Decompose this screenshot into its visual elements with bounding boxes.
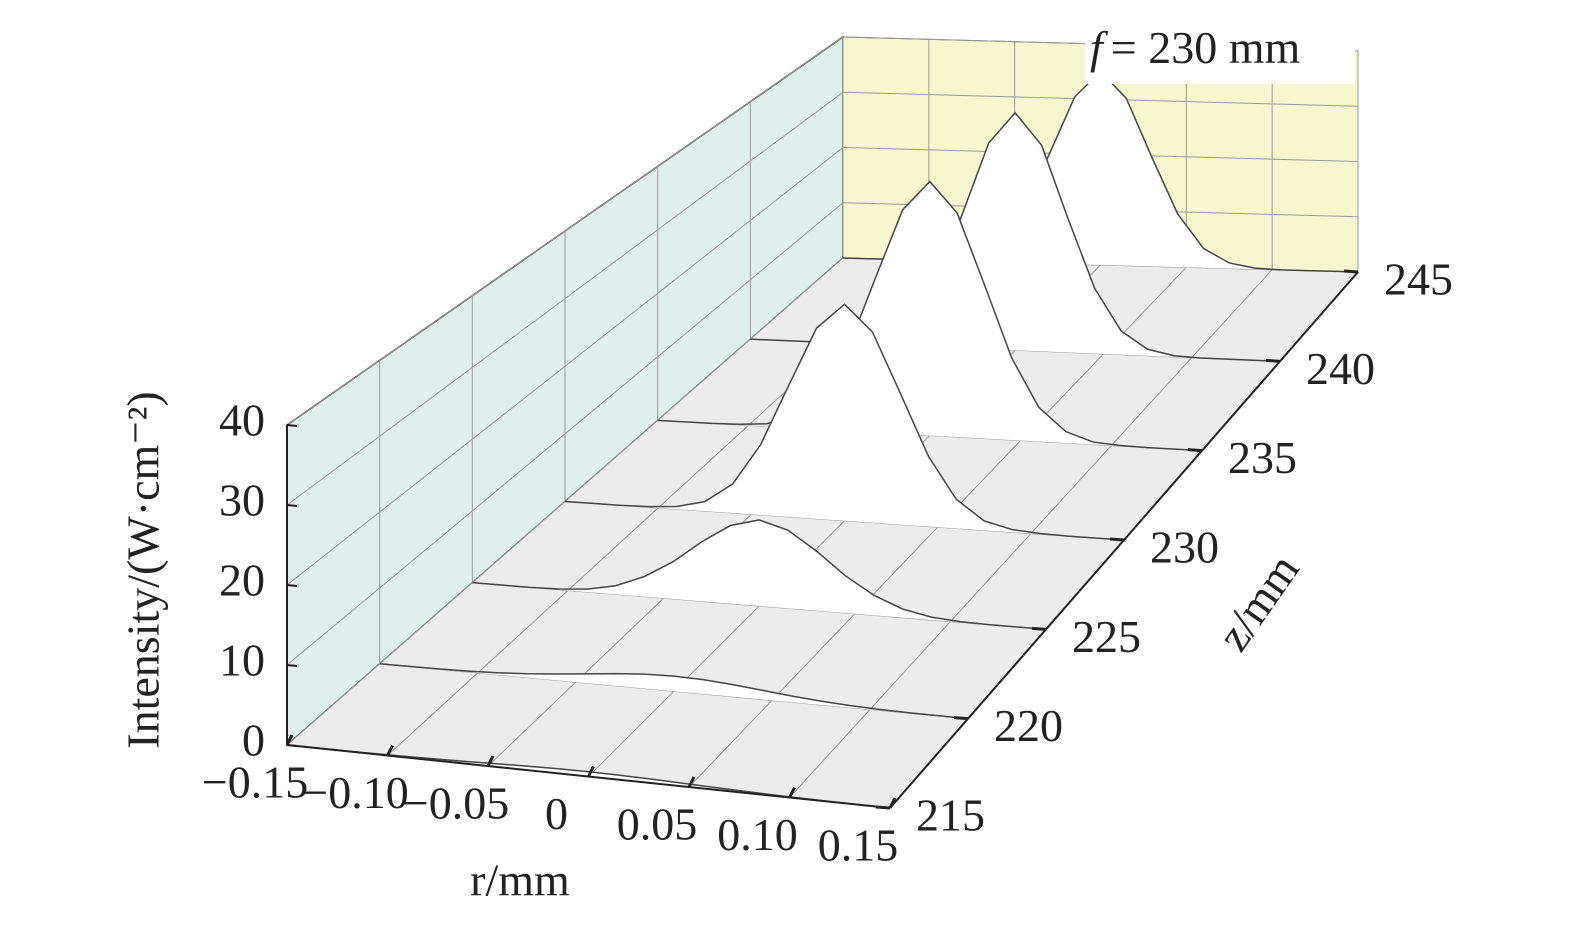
tick-mark xyxy=(1187,448,1203,453)
curve-fill xyxy=(379,663,969,719)
tick-mark xyxy=(1265,358,1281,363)
y-tick-label: 20 xyxy=(219,555,265,606)
curve xyxy=(564,303,1125,541)
tick-mark xyxy=(888,797,897,809)
tick-mark xyxy=(1031,626,1047,631)
tick-mark xyxy=(486,755,495,767)
z-tick-label: 225 xyxy=(1072,611,1141,662)
annotation: f = 230 mm xyxy=(1090,22,1301,73)
annotation-text: = 230 mm xyxy=(1111,22,1301,73)
z-axis-title: z/mm xyxy=(1207,544,1309,659)
tick-mark xyxy=(788,786,796,799)
z-tick-label: 245 xyxy=(1384,254,1453,305)
x-tick-label: −0.10 xyxy=(302,767,408,818)
y-tick-label: 10 xyxy=(219,635,265,686)
tick-mark xyxy=(286,584,298,587)
z-tick-label: 230 xyxy=(1150,522,1219,573)
z-tick-label: 240 xyxy=(1306,343,1375,394)
y-tick-label: 30 xyxy=(219,475,265,526)
tick-mark xyxy=(286,424,298,427)
tick-mark xyxy=(286,504,298,507)
curve-fill xyxy=(565,304,1124,540)
curve xyxy=(657,180,1203,452)
curve-fill xyxy=(843,71,1358,272)
tick-mark xyxy=(875,805,891,810)
y-axis-title: Intensity/(W·cm⁻²) xyxy=(118,391,169,748)
curve-fill xyxy=(750,112,1280,362)
z-tick-label: 215 xyxy=(916,790,985,841)
tick-mark xyxy=(285,734,294,746)
tick-mark xyxy=(1109,537,1125,542)
x-tick-label: 0.15 xyxy=(818,820,899,871)
x-tick-label: −0.05 xyxy=(403,778,509,829)
x-tick-label: 0 xyxy=(545,788,568,839)
floor xyxy=(287,258,1358,808)
x-tick-label: −0.15 xyxy=(202,757,308,808)
curve-fill xyxy=(472,519,1046,630)
tick-mark xyxy=(587,765,595,778)
y-tick-label: 40 xyxy=(219,395,265,446)
grid-line xyxy=(688,266,1187,788)
x-tick-label: 0.10 xyxy=(717,809,798,860)
annotation-box xyxy=(1085,22,1355,84)
x-axis-title: r/mm xyxy=(470,855,570,906)
tick-mark xyxy=(386,744,394,757)
z-tick-label: 235 xyxy=(1228,432,1297,483)
curve xyxy=(379,663,969,720)
tick-mark xyxy=(286,664,298,667)
x-tick-label: 0.05 xyxy=(617,799,698,850)
curve xyxy=(472,519,1047,631)
curve-fill xyxy=(657,181,1202,451)
tick-mark xyxy=(286,744,298,747)
tick-mark xyxy=(687,776,696,788)
y-tick-label: 0 xyxy=(242,715,265,766)
tick-mark xyxy=(953,716,969,721)
z-tick-label: 220 xyxy=(994,700,1063,751)
tick-mark xyxy=(1343,269,1359,274)
